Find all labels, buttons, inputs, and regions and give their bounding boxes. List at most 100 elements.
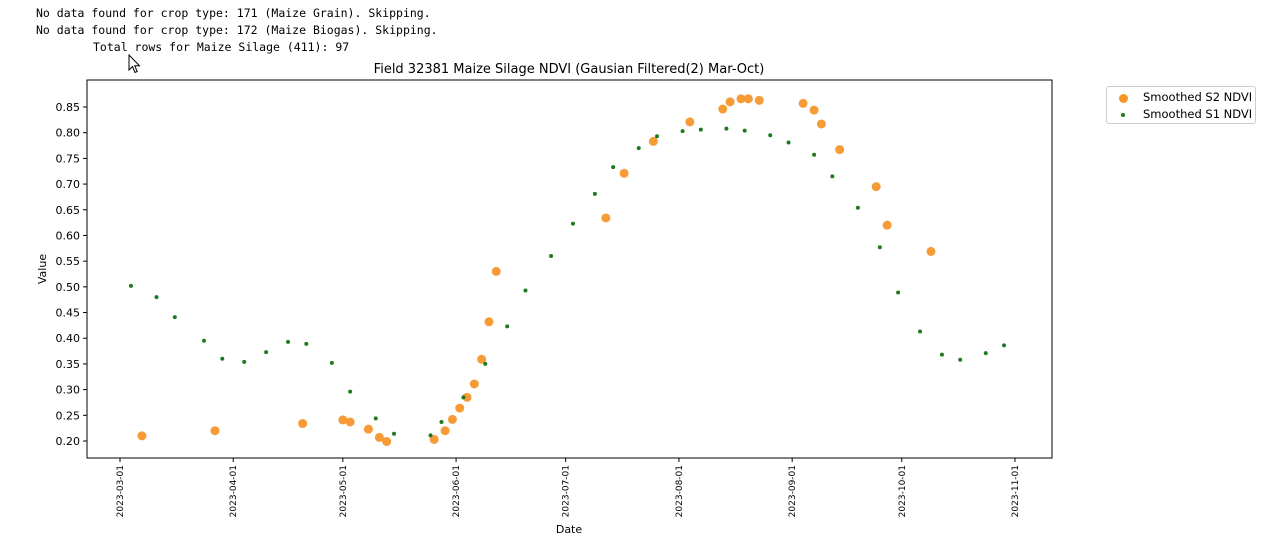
s1-point (786, 140, 791, 145)
s1-point (220, 356, 225, 361)
s1-point (724, 126, 729, 131)
s2-point (338, 415, 348, 425)
s1-point (958, 357, 963, 362)
s2-point (743, 94, 753, 104)
s1-point (698, 127, 703, 132)
s1-point (348, 389, 353, 394)
x-tick-label: 2023-03-01 (116, 465, 126, 517)
y-tick-label: 0.70 (56, 178, 81, 191)
s2-point (469, 379, 479, 389)
s1-point (428, 433, 433, 438)
s2-point (345, 417, 355, 427)
orange-circle-marker (1119, 94, 1128, 103)
s1-point (242, 359, 247, 364)
log-line: No data found for crop type: 172 (Maize … (36, 23, 438, 37)
s1-point (391, 431, 396, 436)
s2-point (484, 317, 494, 327)
s1-point (768, 133, 773, 138)
y-tick-label: 0.25 (56, 409, 81, 422)
s2-point (374, 432, 384, 442)
y-tick-label: 0.75 (56, 152, 81, 165)
s1-point (304, 341, 309, 346)
x-tick-label: 2023-06-01 (452, 465, 462, 517)
y-tick-label: 0.50 (56, 281, 81, 294)
s2-point (871, 182, 881, 192)
s2-point (363, 424, 373, 434)
s2-point (809, 105, 819, 115)
y-tick-label: 0.45 (56, 307, 81, 320)
y-tick-label: 0.65 (56, 204, 81, 217)
s1-point (830, 174, 835, 179)
s1-point (202, 338, 207, 343)
s2-point (462, 392, 472, 402)
x-tick-label: 2023-11-01 (1011, 465, 1021, 517)
x-axis-label: Date (556, 523, 583, 536)
s1-point (286, 339, 291, 344)
s1-point (505, 324, 510, 329)
green-dot-marker (1121, 113, 1125, 117)
y-tick-label: 0.40 (56, 332, 81, 345)
mouse-cursor-icon (128, 54, 141, 74)
s2-point (440, 426, 450, 436)
chart-legend: Smoothed S2 NDVI Smoothed S1 NDVI (1106, 86, 1256, 124)
plot-area (86, 79, 1053, 459)
s1-point (636, 146, 641, 151)
data-points (128, 94, 1007, 447)
s1-point (329, 360, 334, 365)
s2-point (798, 98, 808, 108)
y-tick-label: 0.85 (56, 101, 81, 114)
s1-point (461, 395, 466, 400)
s1-point (655, 134, 659, 139)
s2-point (816, 119, 826, 129)
s1-point (855, 205, 860, 210)
s1-point (1002, 343, 1007, 348)
s1-point (592, 191, 597, 196)
s1-point (896, 290, 901, 295)
x-tick-label: 2023-08-01 (675, 465, 685, 517)
y-axis: 0.20 0.25 0.30 0.35 0.40 0.45 0.50 0.55 0.60 0.65… (56, 101, 87, 448)
s2-point (718, 104, 728, 114)
s1-point (264, 350, 269, 355)
s2-point (601, 213, 611, 223)
s1-point (611, 165, 616, 170)
log-line: No data found for crop type: 171 (Maize … (36, 6, 431, 20)
s1-point (483, 361, 488, 366)
s2-point (491, 266, 501, 276)
x-tick-label: 2023-10-01 (898, 465, 908, 517)
x-tick-label: 2023-05-01 (339, 465, 349, 517)
x-tick-label: 2023-04-01 (229, 465, 239, 517)
s2-point (926, 246, 936, 256)
s1-point (128, 283, 133, 288)
x-axis: 2023-03-01 2023-04-01 2023-05-01 2023-06-01… (116, 458, 1021, 517)
s2-point (137, 431, 147, 441)
s2-point (882, 220, 892, 230)
series-s1 (128, 126, 1007, 438)
s1-point (154, 295, 159, 300)
s1-point (939, 352, 944, 357)
s2-point (754, 95, 764, 105)
s1-point (983, 351, 988, 356)
s2-point (725, 97, 735, 107)
legend-label: Smoothed S2 NDVI (1143, 90, 1253, 104)
s1-point (918, 329, 923, 334)
legend-label: Smoothed S1 NDVI (1143, 107, 1253, 121)
y-tick-label: 0.20 (56, 435, 81, 448)
console-output: No data found for crop type: 171 (Maize … (36, 5, 438, 56)
s1-point (570, 221, 575, 226)
s1-point (877, 245, 882, 250)
s2-point (455, 403, 465, 413)
s2-point (210, 426, 220, 436)
s1-point (523, 288, 528, 293)
x-tick-label: 2023-09-01 (788, 465, 798, 517)
s2-point (685, 117, 695, 127)
s2-point (619, 168, 629, 178)
s2-point (648, 136, 658, 146)
series-s2 (137, 94, 936, 447)
y-tick-label: 0.55 (56, 255, 81, 268)
s2-point (447, 414, 457, 424)
s2-point (835, 145, 845, 155)
y-tick-label: 0.30 (56, 384, 81, 397)
y-tick-label: 0.80 (56, 127, 81, 140)
s1-point (172, 315, 177, 320)
